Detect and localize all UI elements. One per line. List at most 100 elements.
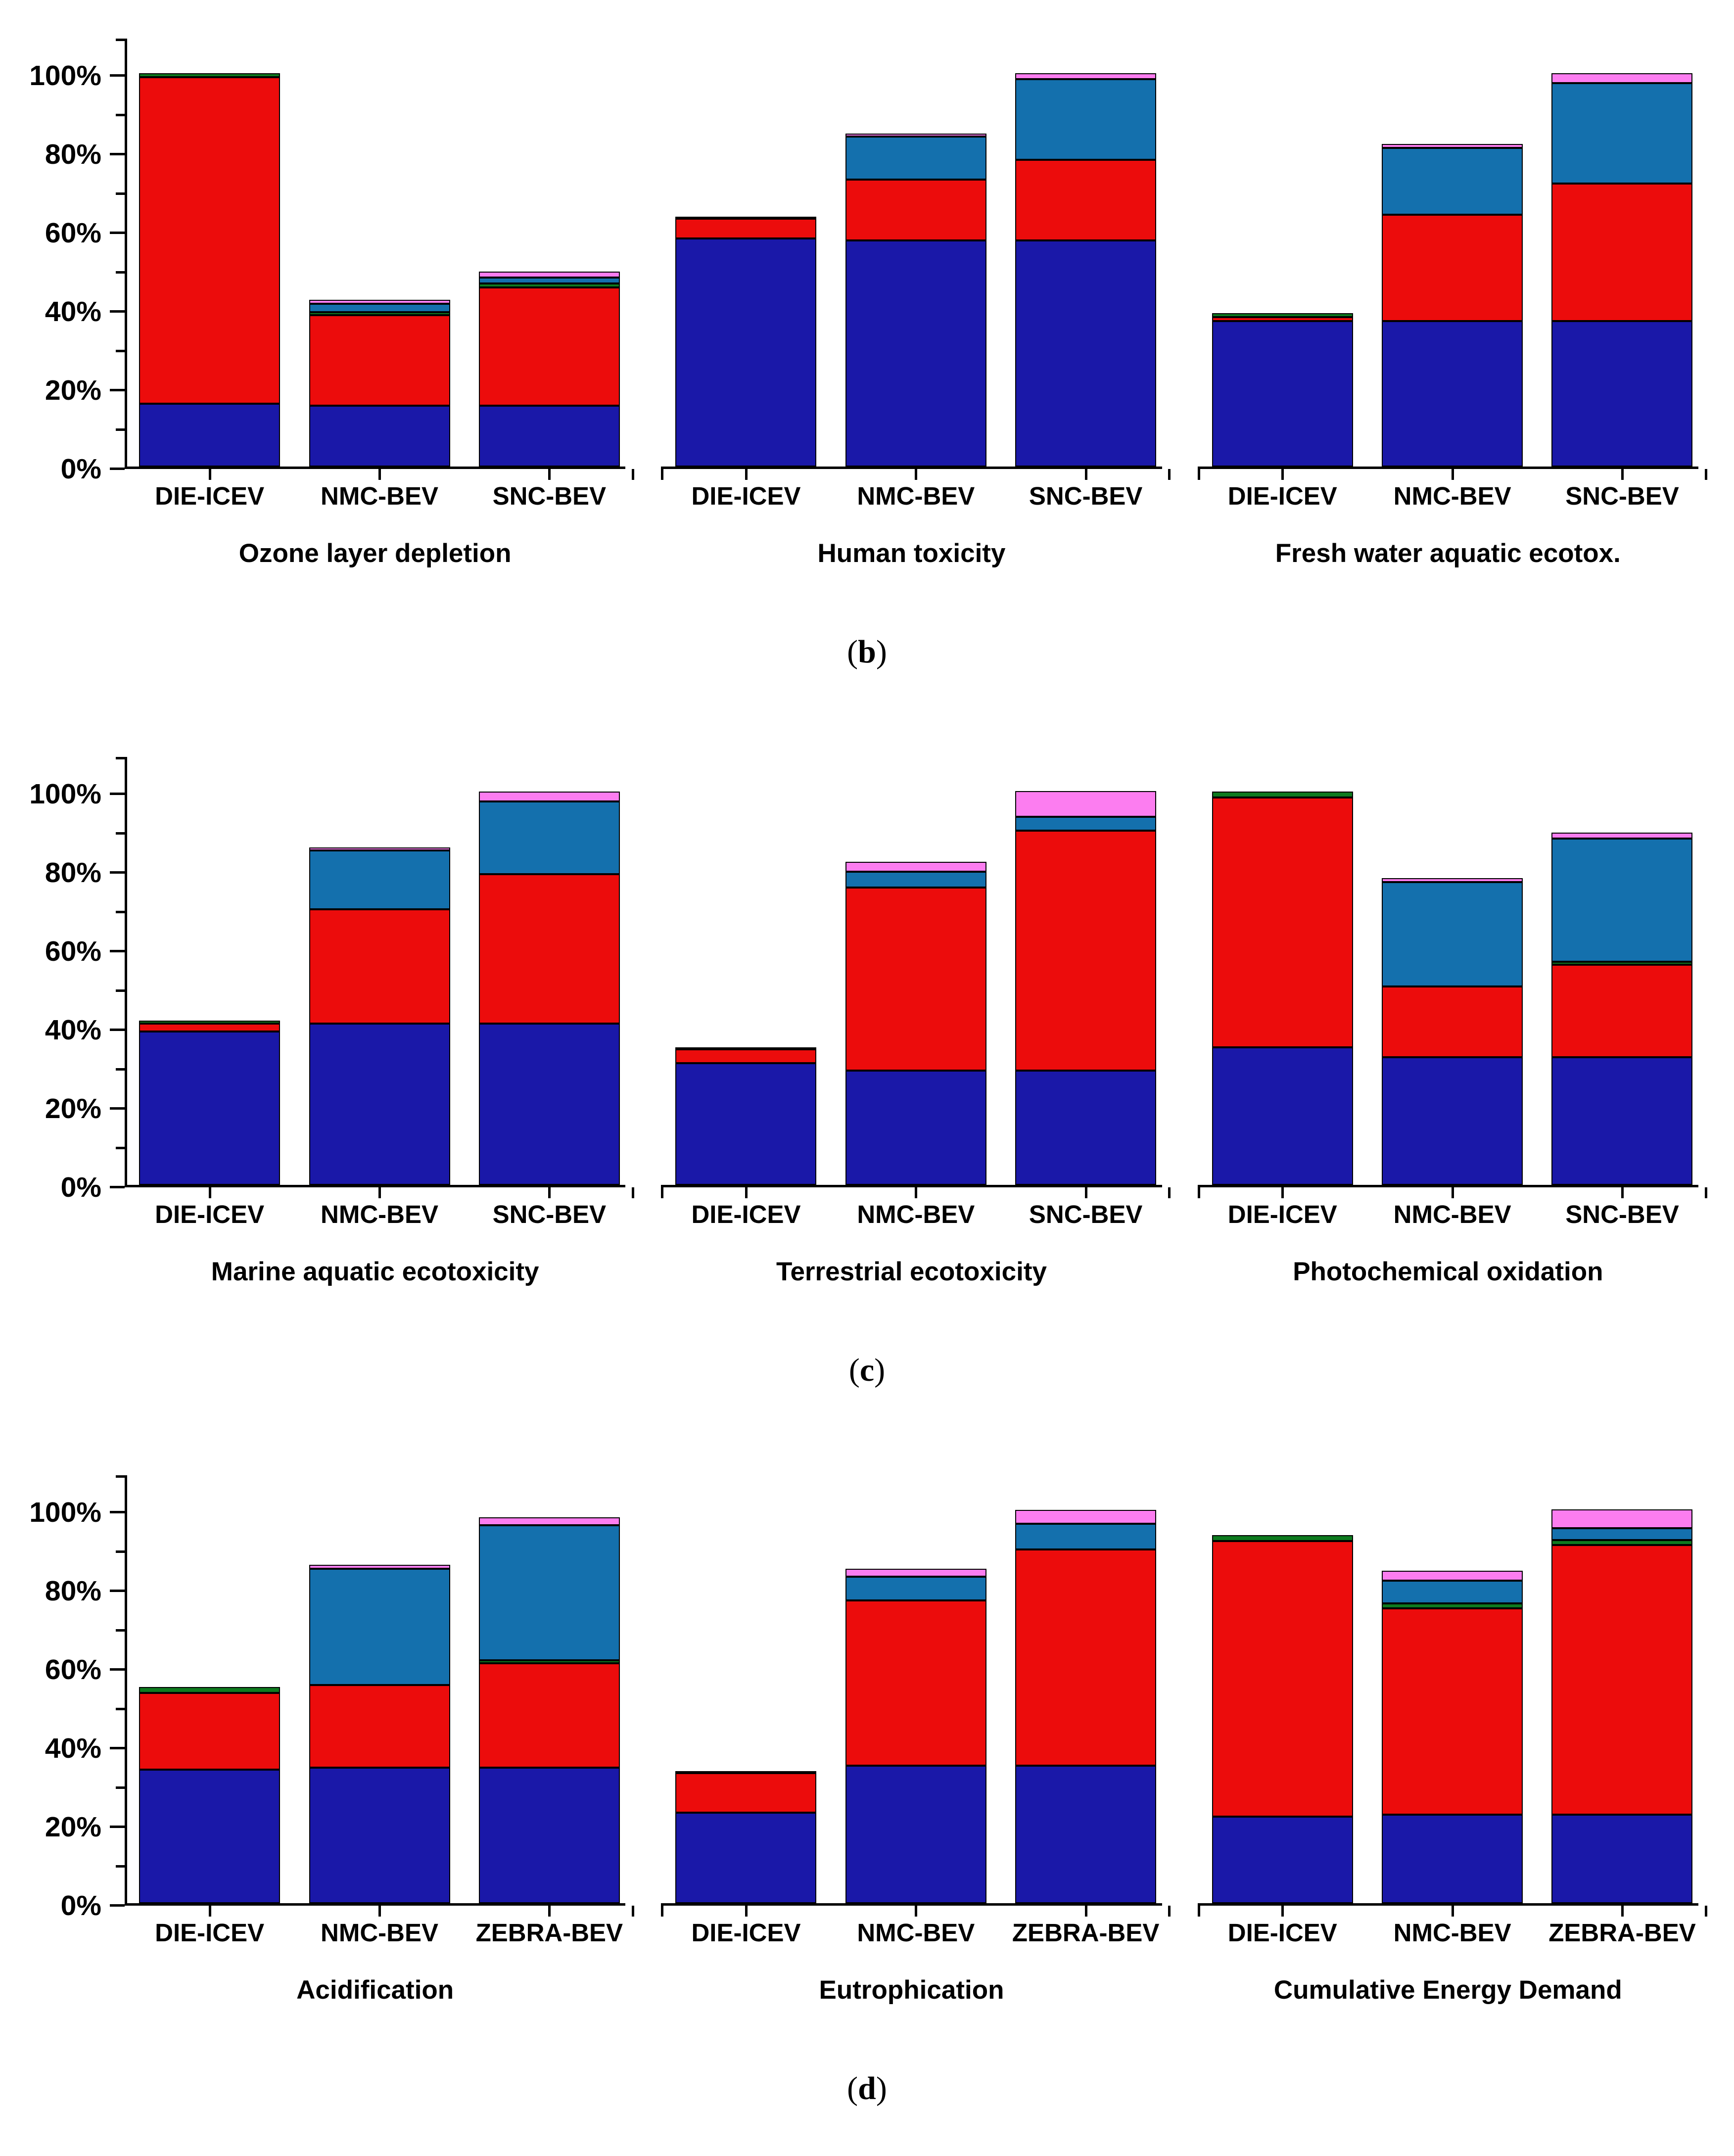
panel-title: Terrestrial ecotoxicity <box>776 1257 1047 1286</box>
x-tick <box>208 1187 211 1198</box>
x-tick <box>1084 469 1087 480</box>
stacked-bar <box>1551 73 1693 467</box>
x-tick <box>1281 469 1284 480</box>
bar-segment-magenta <box>1551 73 1693 83</box>
row-caption-d: (d) <box>0 2070 1734 2108</box>
x-tick <box>1621 1187 1624 1198</box>
bar-segment-red <box>139 77 281 404</box>
bar-segment-red <box>309 315 450 406</box>
stacked-bar <box>478 1517 620 1903</box>
chart-panel: DIE-ICEV NMC-BEV SNC-BEV Photochemical oxid… <box>1197 757 1707 1311</box>
bar-segment-navy <box>478 1768 620 1903</box>
stacked-bar <box>478 272 620 467</box>
stacked-bar <box>845 862 986 1185</box>
bar-segment-blue <box>1551 83 1693 184</box>
stacked-bar <box>309 1565 450 1903</box>
bar-segment-blue <box>1015 1524 1157 1549</box>
y-minor-tick <box>116 1068 125 1071</box>
bar-segment-red <box>675 1049 817 1063</box>
stacked-bar <box>309 847 450 1185</box>
bar-segment-red <box>478 287 620 406</box>
y-minor-tick <box>116 271 125 274</box>
category-label: DIE-ICEV <box>1227 482 1337 510</box>
category-label: DIE-ICEV <box>1227 1200 1337 1228</box>
bar-segment-blue <box>309 850 450 909</box>
bar-segment-magenta <box>1015 791 1157 817</box>
bar-segment-red <box>1382 215 1523 321</box>
bar-segment-magenta <box>845 862 986 872</box>
x-tick <box>915 1187 918 1198</box>
plot-area: DIE-ICEV NMC-BEV SNC-BEV <box>1197 39 1707 510</box>
row-charts-b: 0% 20% 40% 60% 80% 100% DIE-ICEV NMC-BEV SNC-BEV… <box>0 39 1734 593</box>
y-minor-tick <box>116 428 125 431</box>
bar-segment-magenta <box>309 300 450 304</box>
bar-segment-magenta <box>1382 144 1523 148</box>
x-tick <box>1451 469 1454 480</box>
bar-segment-red <box>309 1685 450 1768</box>
y-axis-line <box>125 39 127 469</box>
bar-segment-magenta <box>1382 878 1523 882</box>
bar-segment-navy <box>1551 1057 1693 1185</box>
panel-title: Fresh water aquatic ecotox. <box>1275 539 1621 568</box>
x-axis-line <box>661 1185 1162 1187</box>
bar-segment-green <box>309 312 450 315</box>
bar-segment-navy <box>309 1768 450 1903</box>
stacked-bar <box>675 1047 817 1185</box>
y-axis-line <box>125 1475 127 1906</box>
x-tick <box>378 469 381 480</box>
y-major-tick <box>110 468 125 470</box>
category-label: DIE-ICEV <box>155 1919 265 1947</box>
category-label: NMC-BEV <box>1393 1919 1511 1947</box>
caption-letter: c <box>859 1352 875 1388</box>
plot-area: 0% 20% 40% 60% 80% 100% DIE-ICEV NMC-BEV SNC-BEV <box>29 757 634 1228</box>
chart-row-d: 0% 20% 40% 60% 80% 100% DIE-ICEV NMC-BEV ZEBRA-B… <box>0 1437 1734 2155</box>
bar-segment-red <box>1015 160 1157 240</box>
category-label: NMC-BEV <box>321 1919 438 1947</box>
stacked-bar <box>1015 791 1157 1185</box>
x-axis-end-tick <box>632 469 634 480</box>
bar-segment-green <box>139 1687 281 1693</box>
y-tick-label: 0% <box>60 1172 101 1203</box>
category-label: SNC-BEV <box>1029 482 1143 510</box>
bar-segment-navy <box>1015 1071 1157 1185</box>
plot-area: 0% 20% 40% 60% 80% 100% DIE-ICEV NMC-BEV ZEBRA-B… <box>29 1475 634 1947</box>
y-major-tick <box>110 1029 125 1031</box>
bar-segment-navy <box>1212 321 1353 467</box>
stacked-bar <box>309 300 450 467</box>
y-minor-tick <box>116 1707 125 1710</box>
bar-segment-red <box>845 180 986 240</box>
stacked-bar <box>1382 1571 1523 1903</box>
category-label: DIE-ICEV <box>155 482 265 510</box>
bar-segment-blue <box>309 304 450 312</box>
x-tick <box>548 1906 551 1917</box>
bar-segment-navy <box>1382 1057 1523 1185</box>
y-tick-label: 100% <box>29 1497 101 1528</box>
category-label: DIE-ICEV <box>155 1200 265 1228</box>
bar-segment-magenta <box>478 1517 620 1525</box>
y-minor-tick <box>116 1629 125 1632</box>
bar-segment-navy <box>1015 1766 1157 1903</box>
y-tick-label: 100% <box>29 60 101 92</box>
bar-segment-red <box>1551 184 1693 321</box>
panel-title: Photochemical oxidation <box>1293 1257 1603 1286</box>
x-axis-line <box>1197 467 1698 469</box>
bar-segment-red <box>309 909 450 1024</box>
bar-segment-green <box>675 1771 817 1773</box>
caption-paren-open: ( <box>847 634 858 670</box>
x-axis-end-tick <box>1704 1187 1707 1198</box>
x-axis-end-tick <box>1197 1906 1200 1917</box>
bar-segment-red <box>1015 831 1157 1071</box>
bar-segment-blue <box>1382 1581 1523 1603</box>
bar-segment-green <box>1212 792 1353 797</box>
category-label: SNC-BEV <box>492 482 607 510</box>
chart-panel: 0% 20% 40% 60% 80% 100% DIE-ICEV NMC-BEV SNC-BEV… <box>29 39 634 593</box>
y-major-tick <box>110 871 125 874</box>
y-minor-tick <box>116 39 125 41</box>
x-tick <box>915 469 918 480</box>
bar-segment-magenta <box>1551 833 1693 839</box>
bar-segment-green <box>1212 313 1353 317</box>
bar-segment-red <box>139 1024 281 1031</box>
category-label: SNC-BEV <box>1565 1200 1679 1228</box>
bar-segment-red <box>478 1663 620 1768</box>
plot-area: DIE-ICEV NMC-BEV SNC-BEV <box>1197 757 1707 1228</box>
